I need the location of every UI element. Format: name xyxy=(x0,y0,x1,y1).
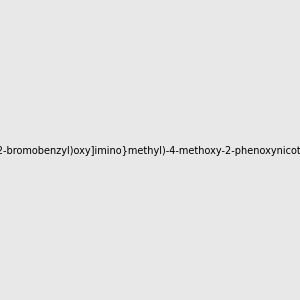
Text: N-({[(2-bromobenzyl)oxy]imino}methyl)-4-methoxy-2-phenoxynicotinamide: N-({[(2-bromobenzyl)oxy]imino}methyl)-4-… xyxy=(0,146,300,157)
